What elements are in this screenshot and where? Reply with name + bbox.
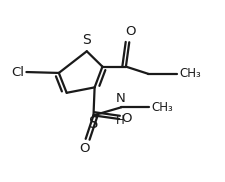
Text: N: N	[115, 92, 125, 105]
Text: CH₃: CH₃	[179, 67, 201, 80]
Text: CH₃: CH₃	[151, 101, 173, 114]
Text: O: O	[79, 143, 90, 155]
Text: O: O	[125, 25, 136, 38]
Text: S: S	[89, 116, 98, 131]
Text: Cl: Cl	[12, 66, 25, 79]
Text: H: H	[116, 114, 125, 127]
Text: O: O	[121, 112, 131, 125]
Text: S: S	[82, 33, 91, 47]
